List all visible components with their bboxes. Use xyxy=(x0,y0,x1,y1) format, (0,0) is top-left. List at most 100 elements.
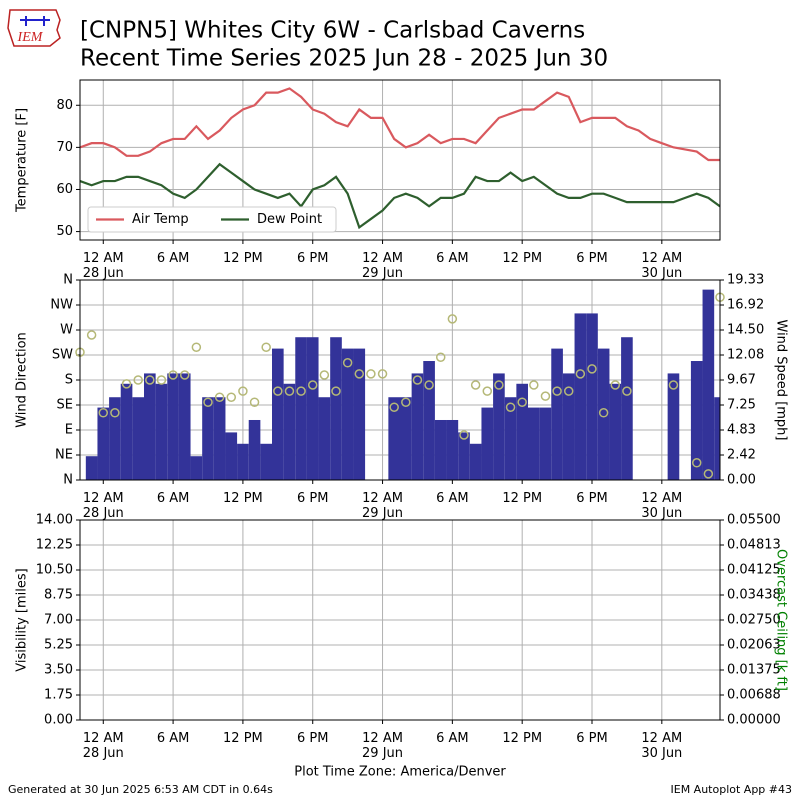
chart-subtitle: Recent Time Series 2025 Jun 28 - 2025 Ju… xyxy=(80,46,608,72)
y-tick-label: 70 xyxy=(56,140,73,155)
x-tick-label: 12 AM 28 Jun xyxy=(83,251,124,281)
x-tick-label: 6 AM xyxy=(436,251,469,266)
point xyxy=(540,391,551,401)
bar xyxy=(504,397,517,480)
point xyxy=(133,375,143,385)
point xyxy=(401,397,411,407)
plot-frame xyxy=(79,279,721,481)
x-tick-label: 6 AM xyxy=(157,731,190,746)
point xyxy=(459,430,469,440)
point xyxy=(249,397,260,407)
x-tick-label: 12 PM xyxy=(502,491,542,506)
bar xyxy=(609,383,622,480)
y-tick-label: 5.25 xyxy=(44,638,73,653)
point xyxy=(552,386,562,396)
bar xyxy=(132,397,144,480)
bar xyxy=(690,361,703,480)
x-tick-label: 12 AM 30 Jun xyxy=(641,491,682,521)
bar xyxy=(714,397,720,480)
y2-tick-label: 0.03438 xyxy=(727,588,781,603)
x-tick-label: 12 PM xyxy=(223,491,263,506)
y-tick-label: 14.00 xyxy=(36,513,73,528)
y2-tick-label: 0.02750 xyxy=(727,613,781,628)
bar xyxy=(318,397,331,480)
bar xyxy=(528,407,540,480)
y2-tick-label: 9.67 xyxy=(727,373,756,388)
bar xyxy=(411,373,424,480)
y-axis-label: Wind Direction xyxy=(15,332,30,428)
y-tick-label: E xyxy=(65,423,73,438)
y-tick-label: 80 xyxy=(56,98,73,113)
y2-tick-label: 0.04813 xyxy=(727,538,781,553)
bar xyxy=(272,348,284,480)
point xyxy=(168,370,178,380)
y-tick-label: SW xyxy=(52,348,73,363)
point xyxy=(98,408,109,418)
point xyxy=(203,397,213,407)
y2-tick-label: 4.83 xyxy=(727,423,756,438)
x-tick-label: 12 AM 28 Jun xyxy=(83,731,124,761)
bar xyxy=(423,361,435,480)
point xyxy=(424,380,434,390)
x-tick-label: 6 AM xyxy=(436,491,469,506)
y-tick-label: 12.25 xyxy=(36,538,73,553)
point xyxy=(354,369,365,379)
bar xyxy=(190,456,203,480)
footer-left: Generated at 30 Jun 2025 6:53 AM CDT in … xyxy=(8,783,273,796)
bar xyxy=(248,419,261,480)
bar xyxy=(458,432,470,480)
x-tick-label: 6 AM xyxy=(436,731,469,746)
point xyxy=(622,386,632,396)
y-tick-label: N xyxy=(63,273,73,288)
y2-tick-label: 0.00 xyxy=(727,473,756,488)
footer-right: IEM Autoplot App #43 xyxy=(671,783,793,796)
logo-text: IEM xyxy=(17,30,44,45)
point xyxy=(366,369,376,379)
bar xyxy=(562,373,575,480)
y2-tick-label: 19.33 xyxy=(727,273,764,288)
series-line xyxy=(80,87,720,162)
point xyxy=(110,408,120,418)
logo: IEM xyxy=(7,9,61,47)
bar xyxy=(167,373,179,480)
point xyxy=(226,392,237,402)
point xyxy=(156,375,167,385)
y-axis-label: Temperature [F] xyxy=(15,108,30,213)
y-tick-label: 60 xyxy=(56,182,73,197)
y-tick-label: N xyxy=(63,473,73,488)
point xyxy=(703,469,714,479)
x-tick-label: 12 AM 29 Jun xyxy=(362,251,403,281)
x-tick-label: 12 PM xyxy=(502,731,542,746)
y2-tick-label: 0.00000 xyxy=(727,713,781,728)
point xyxy=(331,386,341,396)
point xyxy=(342,358,353,368)
bar xyxy=(213,397,226,480)
point xyxy=(435,352,446,362)
chart-title: [CNPN5] Whites City 6W - Carlsbad Cavern… xyxy=(80,18,585,44)
point xyxy=(86,330,97,340)
point xyxy=(494,380,504,390)
y2-tick-label: 0.00688 xyxy=(727,688,781,703)
bar xyxy=(400,397,412,480)
point xyxy=(505,402,516,412)
point xyxy=(470,380,481,390)
point xyxy=(261,342,271,352)
y-tick-label: W xyxy=(60,323,73,338)
y2-tick-label: 2.42 xyxy=(727,448,756,463)
bar xyxy=(306,337,319,480)
point xyxy=(273,386,283,396)
point xyxy=(668,380,679,390)
y2-axis-label: Overcast Ceiling [k ft] xyxy=(774,549,789,691)
x-tick-label: 12 AM 30 Jun xyxy=(641,251,682,281)
bar xyxy=(341,348,354,480)
bar xyxy=(178,373,191,480)
bar xyxy=(85,456,98,480)
bar xyxy=(702,289,715,480)
bar xyxy=(493,373,505,480)
point xyxy=(214,392,225,402)
bar xyxy=(283,383,296,480)
y-tick-label: NE xyxy=(55,448,73,463)
x-tick-label: 12 PM xyxy=(223,251,263,266)
bar xyxy=(446,419,459,480)
